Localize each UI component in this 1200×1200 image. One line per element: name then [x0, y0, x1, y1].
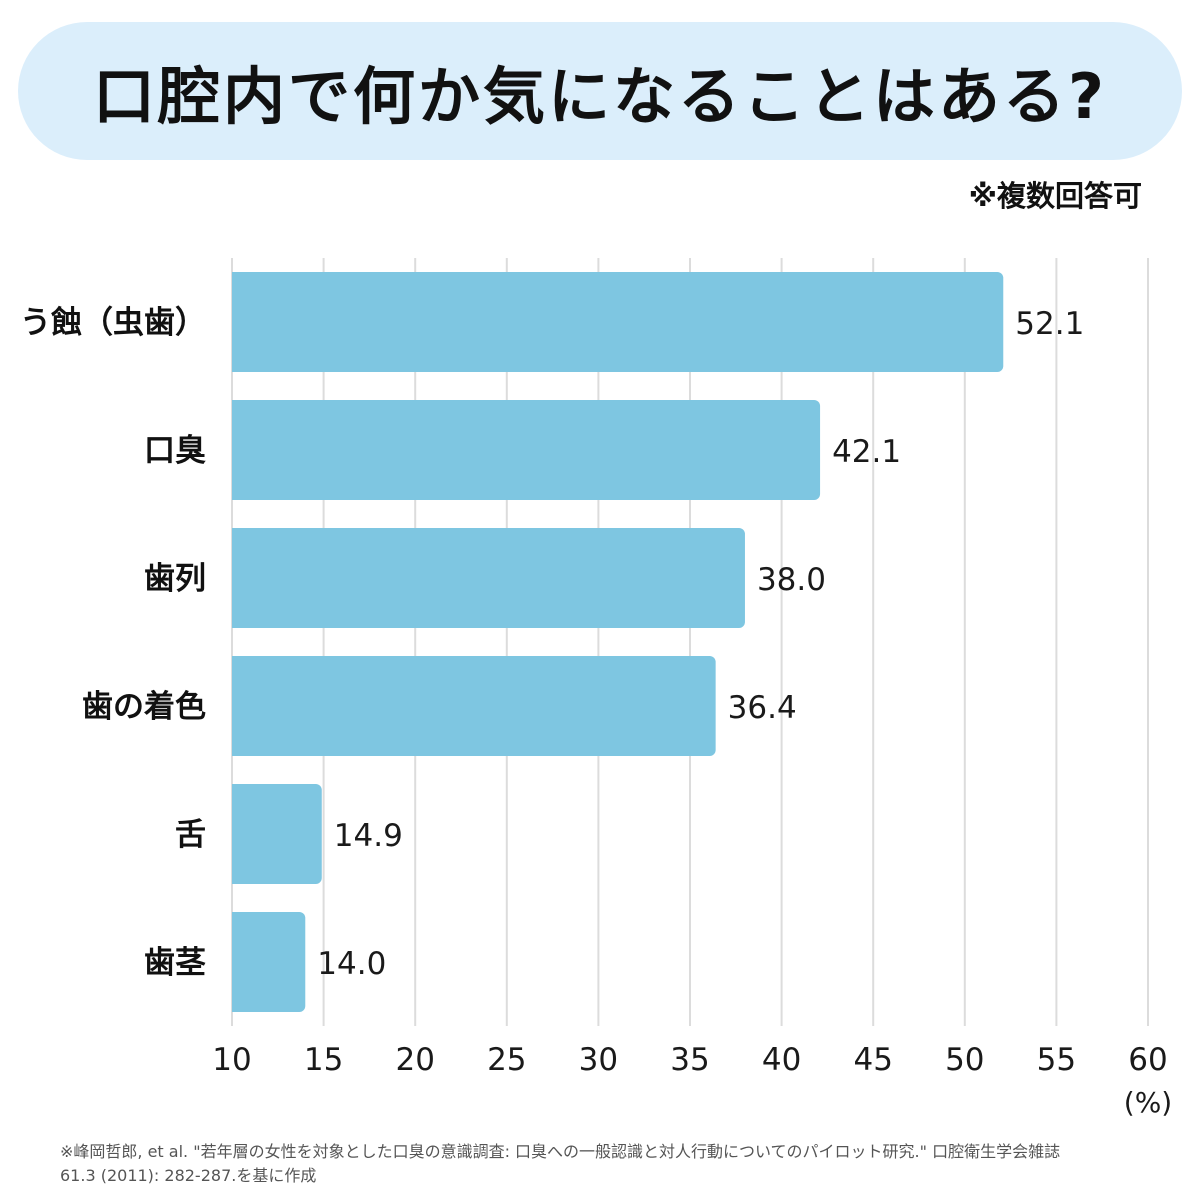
- bar-base: [232, 784, 242, 884]
- bar-base: [232, 528, 242, 628]
- x-tick-label: 20: [395, 1042, 434, 1078]
- x-tick-label: 50: [945, 1042, 984, 1078]
- data-label: 38.0: [757, 562, 826, 598]
- category-label: 歯の着色: [82, 689, 206, 725]
- bar-base: [232, 272, 242, 372]
- bar-base: [232, 400, 242, 500]
- data-label: 14.9: [334, 818, 403, 854]
- category-label: う蝕（虫歯）: [20, 305, 206, 341]
- bar-chart: う蝕（虫歯） 52.1 口臭 42.1 歯列 38.0 歯の着色 36.4 舌 14.9 歯茎 14.…: [20, 258, 1172, 1119]
- title-banner: 口腔内で何か気になることはある?: [18, 22, 1182, 160]
- x-tick-label: 55: [1037, 1042, 1076, 1078]
- multiple-answer-note: ※複数回答可: [968, 179, 1142, 213]
- bar-base: [232, 656, 242, 756]
- x-tick-label: 35: [670, 1042, 709, 1078]
- x-axis-unit-label: (%): [1124, 1086, 1172, 1119]
- source-footnote: ※峰岡哲郎, et al. "若年層の女性を対象とした口臭の意識調査: 口臭への…: [60, 1140, 1170, 1188]
- data-label: 36.4: [728, 690, 797, 726]
- category-label: 歯列: [144, 561, 206, 597]
- x-tick-label: 10: [212, 1042, 251, 1078]
- bar: [232, 528, 745, 628]
- data-label: 52.1: [1015, 306, 1084, 342]
- category-label: 歯茎: [144, 945, 206, 981]
- x-tick-label: 40: [762, 1042, 801, 1078]
- x-tick-label: 60: [1128, 1042, 1167, 1078]
- data-label: 14.0: [317, 946, 386, 982]
- bar-base: [232, 912, 242, 1012]
- x-tick-label: 25: [487, 1042, 526, 1078]
- data-label: 42.1: [832, 434, 901, 470]
- category-label: 口臭: [144, 433, 206, 469]
- bar: [232, 656, 716, 756]
- bar: [232, 272, 1004, 372]
- x-tick-label: 45: [853, 1042, 892, 1078]
- footnote-line-2: 61.3 (2011): 282-287.を基に作成: [60, 1166, 317, 1185]
- bar: [232, 400, 821, 500]
- footnote-line-1: ※峰岡哲郎, et al. "若年層の女性を対象とした口臭の意識調査: 口臭への…: [60, 1142, 1061, 1161]
- category-label: 舌: [175, 817, 206, 853]
- x-tick-label: 15: [304, 1042, 343, 1078]
- chart-title: 口腔内で何か気になることはある?: [93, 60, 1107, 133]
- x-tick-label: 30: [579, 1042, 618, 1078]
- bar: [232, 784, 322, 884]
- bar: [232, 912, 306, 1012]
